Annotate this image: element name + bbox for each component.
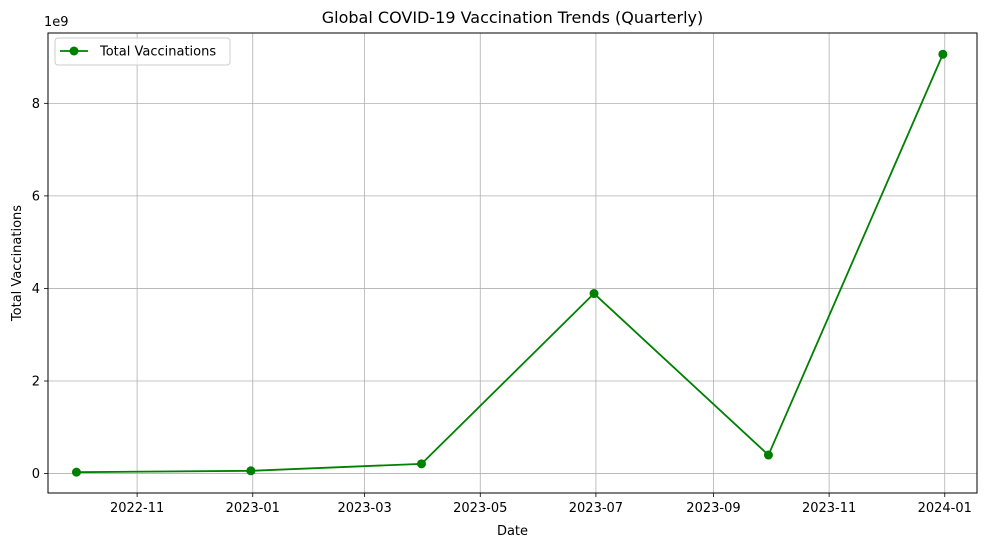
x-tick-label: 2023-09	[686, 501, 740, 516]
series-layer	[71, 49, 948, 477]
y-tick-label: 0	[32, 467, 40, 482]
x-tick-label: 2023-03	[337, 501, 391, 516]
x-tick-label: 2023-11	[802, 501, 856, 516]
x-tick-label: 2023-01	[226, 501, 280, 516]
legend-box	[54, 37, 231, 66]
y-tick-label: 6	[32, 189, 40, 204]
plot-frame	[47, 32, 978, 494]
grid-lines	[48, 33, 977, 493]
legend-entry-total-vaccinations: Total Vaccinations	[99, 45, 216, 60]
data-point[interactable]	[246, 466, 256, 476]
y-tick-label: 4	[32, 282, 40, 297]
data-point[interactable]	[416, 459, 426, 469]
data-point[interactable]	[763, 450, 773, 460]
legend[interactable]: Total Vaccinations	[54, 37, 231, 66]
y-offset-label: 1e9	[44, 15, 69, 30]
data-point[interactable]	[589, 289, 599, 299]
x-tick-label: 2022-11	[110, 501, 164, 516]
x-tick-label: 2023-05	[453, 501, 507, 516]
x-axis-label: Date	[497, 524, 528, 539]
series-line-total-vaccinations	[76, 53, 944, 474]
x-tick-label: 2024-01	[918, 501, 972, 516]
data-point[interactable]	[71, 467, 81, 477]
data-point[interactable]	[938, 49, 948, 59]
y-tick-label: 8	[32, 97, 40, 112]
y-axis-label: Total Vaccinations	[10, 205, 25, 322]
legend-marker-icon	[69, 46, 79, 56]
y-tick-label: 2	[32, 375, 40, 390]
axis-ticks: 2022-11 2023-01 2023-03 2023-05 2023-07 2023-…	[32, 97, 972, 516]
chart-title: Global COVID-19 Vaccination Trends (Quar…	[322, 8, 703, 27]
x-tick-label: 2023-07	[569, 501, 623, 516]
